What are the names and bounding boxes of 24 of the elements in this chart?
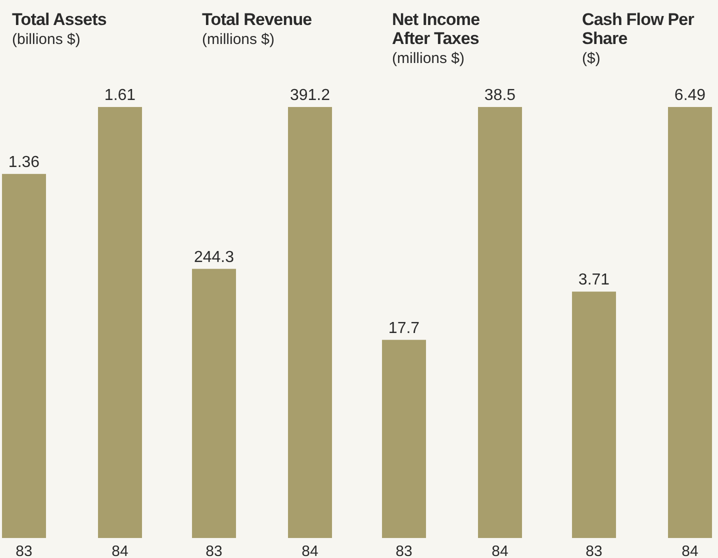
x-tick-label: 83 <box>586 543 602 558</box>
chart-title: Total Revenue <box>202 10 312 29</box>
x-tick-label: 83 <box>16 543 32 558</box>
chart-subtitle: ($) <box>582 50 600 67</box>
data-label: 17.7 <box>388 320 420 337</box>
x-tick-label: 83 <box>206 543 222 558</box>
data-label: 6.49 <box>674 87 706 104</box>
data-label: 391.2 <box>290 87 330 104</box>
data-label: 38.5 <box>484 87 516 104</box>
chart-title: Net Income After Taxes <box>392 10 480 48</box>
chart-subtitle: (millions $) <box>392 50 465 67</box>
chart-title: Total Assets <box>12 10 106 29</box>
data-label: 3.71 <box>578 272 610 289</box>
data-label: 244.3 <box>194 248 234 266</box>
x-tick-label: 84 <box>112 543 128 558</box>
chart-subtitle: (millions $) <box>202 31 275 48</box>
chart-subtitle: (billions $) <box>12 31 80 48</box>
x-tick-label: 84 <box>492 543 508 558</box>
x-tick-label: 84 <box>302 543 318 558</box>
data-label: 1.36 <box>8 154 40 171</box>
data-label: 1.61 <box>104 87 136 104</box>
x-tick-label: 84 <box>682 543 698 558</box>
x-tick-label: 83 <box>396 543 412 558</box>
chart-title: Cash Flow Per Share <box>582 10 695 48</box>
